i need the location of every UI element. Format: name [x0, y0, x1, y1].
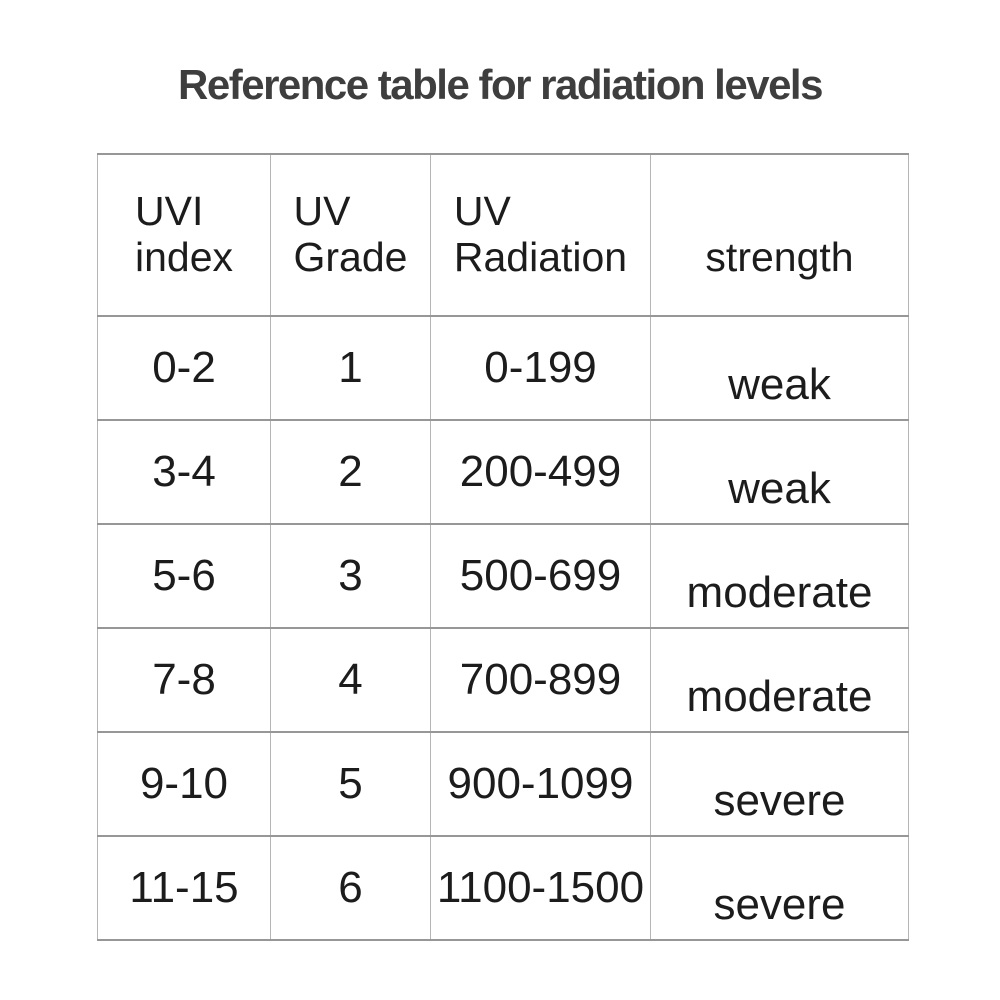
uv-grade-value: 5 — [270, 731, 431, 837]
header-uvi-line2: index — [134, 234, 233, 280]
uvi-index-value: 7-8 — [97, 627, 271, 733]
strength-value: moderate — [650, 523, 909, 629]
page-title: Reference table for radiation levels — [178, 61, 823, 108]
radiation-reference-table: UVI index UV Grade UV Radiation — [97, 153, 909, 941]
uv-radiation-value: 700-899 — [430, 627, 651, 733]
strength-value: moderate — [650, 627, 909, 733]
table-row: 3-4 2 200-499 weak — [97, 419, 909, 525]
table-row: 11-15 6 1100-1500 severe — [97, 835, 909, 941]
header-grade-line2: Grade — [293, 234, 408, 280]
header-uv-grade-label: UV Grade — [293, 188, 408, 281]
uv-radiation-value: 200-499 — [430, 419, 651, 525]
uv-radiation-value: 900-1099 — [430, 731, 651, 837]
uv-radiation-value: 0-199 — [430, 315, 651, 421]
uv-grade-value: 1 — [270, 315, 431, 421]
table-row: 7-8 4 700-899 moderate — [97, 627, 909, 733]
header-strength: strength — [650, 153, 909, 317]
header-strength-label: strength — [705, 234, 854, 281]
uv-radiation-value: 500-699 — [430, 523, 651, 629]
uv-grade-value: 3 — [270, 523, 431, 629]
table-header-row: UVI index UV Grade UV Radiation — [97, 153, 909, 317]
uvi-index-value: 0-2 — [97, 315, 271, 421]
table-row: 5-6 3 500-699 moderate — [97, 523, 909, 629]
header-grade-line1: UV — [293, 188, 351, 235]
header-uvi-index-label: UVI index — [134, 188, 233, 281]
header-uvi-index: UVI index — [97, 153, 271, 317]
strength-value: severe — [650, 835, 909, 941]
strength-value: weak — [650, 419, 909, 525]
header-uv-radiation: UV Radiation — [430, 153, 651, 317]
table-row: 9-10 5 900-1099 severe — [97, 731, 909, 837]
header-uv-radiation-label: UV Radiation — [453, 188, 628, 281]
uv-grade-value: 4 — [270, 627, 431, 733]
strength-value: weak — [650, 315, 909, 421]
uvi-index-value: 11-15 — [97, 835, 271, 941]
header-radiation-line2: Radiation — [453, 234, 628, 280]
uvi-index-value: 3-4 — [97, 419, 271, 525]
table-row: 0-2 1 0-199 weak — [97, 315, 909, 421]
uv-grade-value: 2 — [270, 419, 431, 525]
uv-grade-value: 6 — [270, 835, 431, 941]
header-uvi-line1: UVI — [134, 188, 204, 235]
header-uv-grade: UV Grade — [270, 153, 431, 317]
header-radiation-line1: UV — [453, 188, 511, 235]
uvi-index-value: 5-6 — [97, 523, 271, 629]
uv-radiation-value: 1100-1500 — [430, 835, 651, 941]
uvi-index-value: 9-10 — [97, 731, 271, 837]
strength-value: severe — [650, 731, 909, 837]
